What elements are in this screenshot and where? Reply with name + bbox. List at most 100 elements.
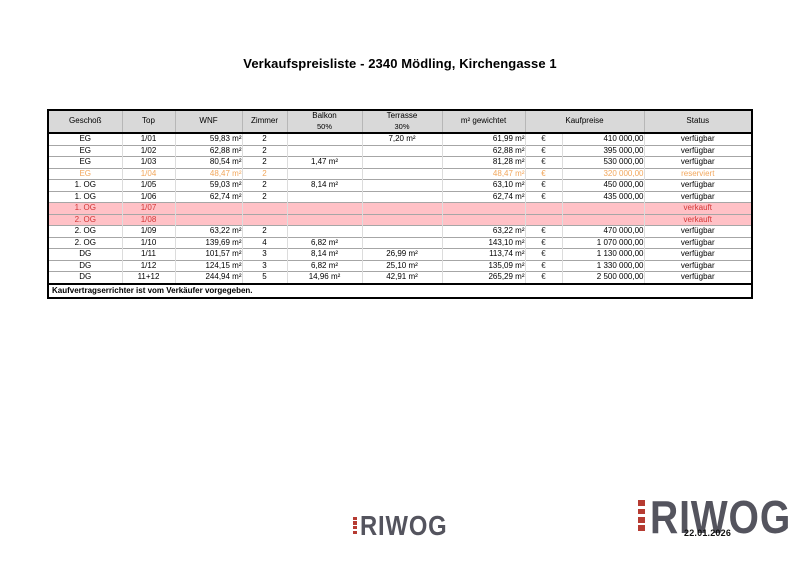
date-stamp: 22.01.2026 — [684, 528, 732, 538]
riwog-logo-right: RIWOG — [638, 491, 800, 543]
cell-wnf: 59,83 m² — [174, 133, 242, 145]
cell-terrasse — [361, 190, 442, 203]
cell-top: 1/11 — [121, 248, 175, 260]
col-header-balkon-label: Balkon — [312, 111, 337, 120]
table-row: EG 1/04 48,47 m² 2 48,47 m² € 320 000,00… — [49, 167, 751, 180]
cell-wnf: 139,69 m² — [174, 236, 242, 249]
cell-currency — [524, 202, 562, 214]
cell-preis — [561, 202, 644, 214]
cell-balkon: 1,47 m² — [286, 156, 362, 168]
cell-currency: € — [524, 133, 562, 145]
cell-geschoss: DG — [49, 271, 122, 283]
cell-zimmer: 2 — [241, 133, 287, 145]
cell-zimmer: 4 — [241, 236, 287, 249]
cell-preis: 1 330 000,00 — [561, 259, 644, 272]
cell-gewichtet: 62,88 m² — [441, 144, 525, 157]
riwog-wordmark: RIWOG — [650, 491, 792, 543]
col-header-terrasse-label: Terrasse — [386, 111, 418, 120]
cell-geschoss: 2. OG — [49, 213, 122, 226]
cell-top: 1/09 — [121, 225, 175, 237]
table-row: 1. OG 1/07 verkauft — [49, 202, 751, 214]
col-header-balkon-sub: 50% — [316, 121, 332, 131]
cell-geschoss: 2. OG — [49, 225, 122, 237]
cell-currency: € — [524, 225, 562, 237]
cell-terrasse — [361, 236, 442, 249]
cell-geschoss: DG — [49, 248, 122, 260]
cell-top: 1/12 — [121, 259, 175, 272]
cell-wnf — [174, 213, 242, 226]
cell-terrasse: 42,91 m² — [361, 271, 442, 283]
cell-wnf — [174, 202, 242, 214]
cell-top: 1/05 — [121, 179, 175, 191]
cell-currency: € — [524, 190, 562, 203]
cell-zimmer: 5 — [241, 271, 287, 283]
cell-top: 1/03 — [121, 156, 175, 168]
cell-wnf: 62,88 m² — [174, 144, 242, 157]
cell-status: verfügbar — [643, 271, 751, 283]
cell-gewichtet: 63,10 m² — [441, 179, 525, 191]
cell-currency: € — [524, 259, 562, 272]
cell-gewichtet: 81,28 m² — [441, 156, 525, 168]
cell-balkon: 8,14 m² — [286, 248, 362, 260]
cell-top: 1/06 — [121, 190, 175, 203]
riwog-dots-icon — [638, 500, 645, 534]
cell-zimmer: 2 — [241, 225, 287, 237]
cell-currency: € — [524, 271, 562, 283]
cell-currency: € — [524, 248, 562, 260]
cell-status: verkauft — [643, 213, 751, 226]
cell-currency: € — [524, 144, 562, 157]
col-header-terrasse: Terrasse 30% — [361, 111, 442, 134]
cell-geschoss: DG — [49, 259, 122, 272]
col-header-kaufpreise: Kaufpreise — [524, 111, 644, 134]
cell-wnf: 63,22 m² — [174, 225, 242, 237]
col-header-zimmer: Zimmer — [241, 111, 287, 134]
cell-status: reserviert — [643, 167, 751, 180]
table-row: 2. OG 1/08 verkauft — [49, 213, 751, 226]
cell-status: verfügbar — [643, 179, 751, 191]
cell-geschoss: 1. OG — [49, 190, 122, 203]
cell-terrasse: 7,20 m² — [361, 133, 442, 145]
cell-terrasse — [361, 167, 442, 180]
cell-top: 1/01 — [121, 133, 175, 145]
cell-top: 1/08 — [121, 213, 175, 226]
table-body: EG 1/01 59,83 m² 2 7,20 m² 61,99 m² € 41… — [49, 133, 751, 283]
cell-gewichtet: 135,09 m² — [441, 259, 525, 272]
cell-status: verfügbar — [643, 225, 751, 237]
cell-status: verfügbar — [643, 236, 751, 249]
cell-top: 1/04 — [121, 167, 175, 180]
cell-zimmer: 3 — [241, 259, 287, 272]
table-row: 2. OG 1/10 139,69 m² 4 6,82 m² 143,10 m²… — [49, 236, 751, 249]
cell-wnf: 62,74 m² — [174, 190, 242, 203]
cell-preis: 435 000,00 — [561, 190, 644, 203]
cell-gewichtet: 48,47 m² — [441, 167, 525, 180]
cell-wnf: 124,15 m² — [174, 259, 242, 272]
cell-terrasse — [361, 225, 442, 237]
cell-zimmer — [241, 202, 287, 214]
cell-status: verkauft — [643, 202, 751, 214]
cell-status: verfügbar — [643, 259, 751, 272]
cell-wnf: 80,54 m² — [174, 156, 242, 168]
cell-zimmer: 2 — [241, 167, 287, 180]
cell-status: verfügbar — [643, 248, 751, 260]
table-row: DG 1/12 124,15 m² 3 6,82 m² 25,10 m² 135… — [49, 259, 751, 272]
cell-balkon — [286, 225, 362, 237]
table-row: DG 11+12 244,94 m² 5 14,96 m² 42,91 m² 2… — [49, 271, 751, 283]
cell-preis: 410 000,00 — [561, 133, 644, 145]
cell-top: 1/10 — [121, 236, 175, 249]
cell-wnf: 48,47 m² — [174, 167, 242, 180]
cell-zimmer: 2 — [241, 156, 287, 168]
cell-geschoss: EG — [49, 156, 122, 168]
table-row: 1. OG 1/06 62,74 m² 2 62,74 m² € 435 000… — [49, 190, 751, 203]
cell-balkon — [286, 144, 362, 157]
cell-terrasse — [361, 213, 442, 226]
price-table: Geschoß Top WNF Zimmer Balkon 50% Terras… — [47, 109, 753, 299]
cell-status: verfügbar — [643, 156, 751, 168]
riwog-wordmark: RIWOG — [360, 510, 448, 541]
cell-status: verfügbar — [643, 133, 751, 145]
col-header-geschoss: Geschoß — [49, 111, 122, 134]
col-header-wnf: WNF — [174, 111, 242, 134]
table-row: EG 1/01 59,83 m² 2 7,20 m² 61,99 m² € 41… — [49, 133, 751, 145]
page-title: Verkaufspreisliste - 2340 Mödling, Kirch… — [243, 56, 557, 71]
cell-currency: € — [524, 236, 562, 249]
cell-terrasse — [361, 156, 442, 168]
